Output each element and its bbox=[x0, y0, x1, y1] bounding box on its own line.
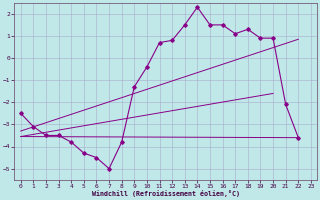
X-axis label: Windchill (Refroidissement éolien,°C): Windchill (Refroidissement éolien,°C) bbox=[92, 190, 240, 197]
